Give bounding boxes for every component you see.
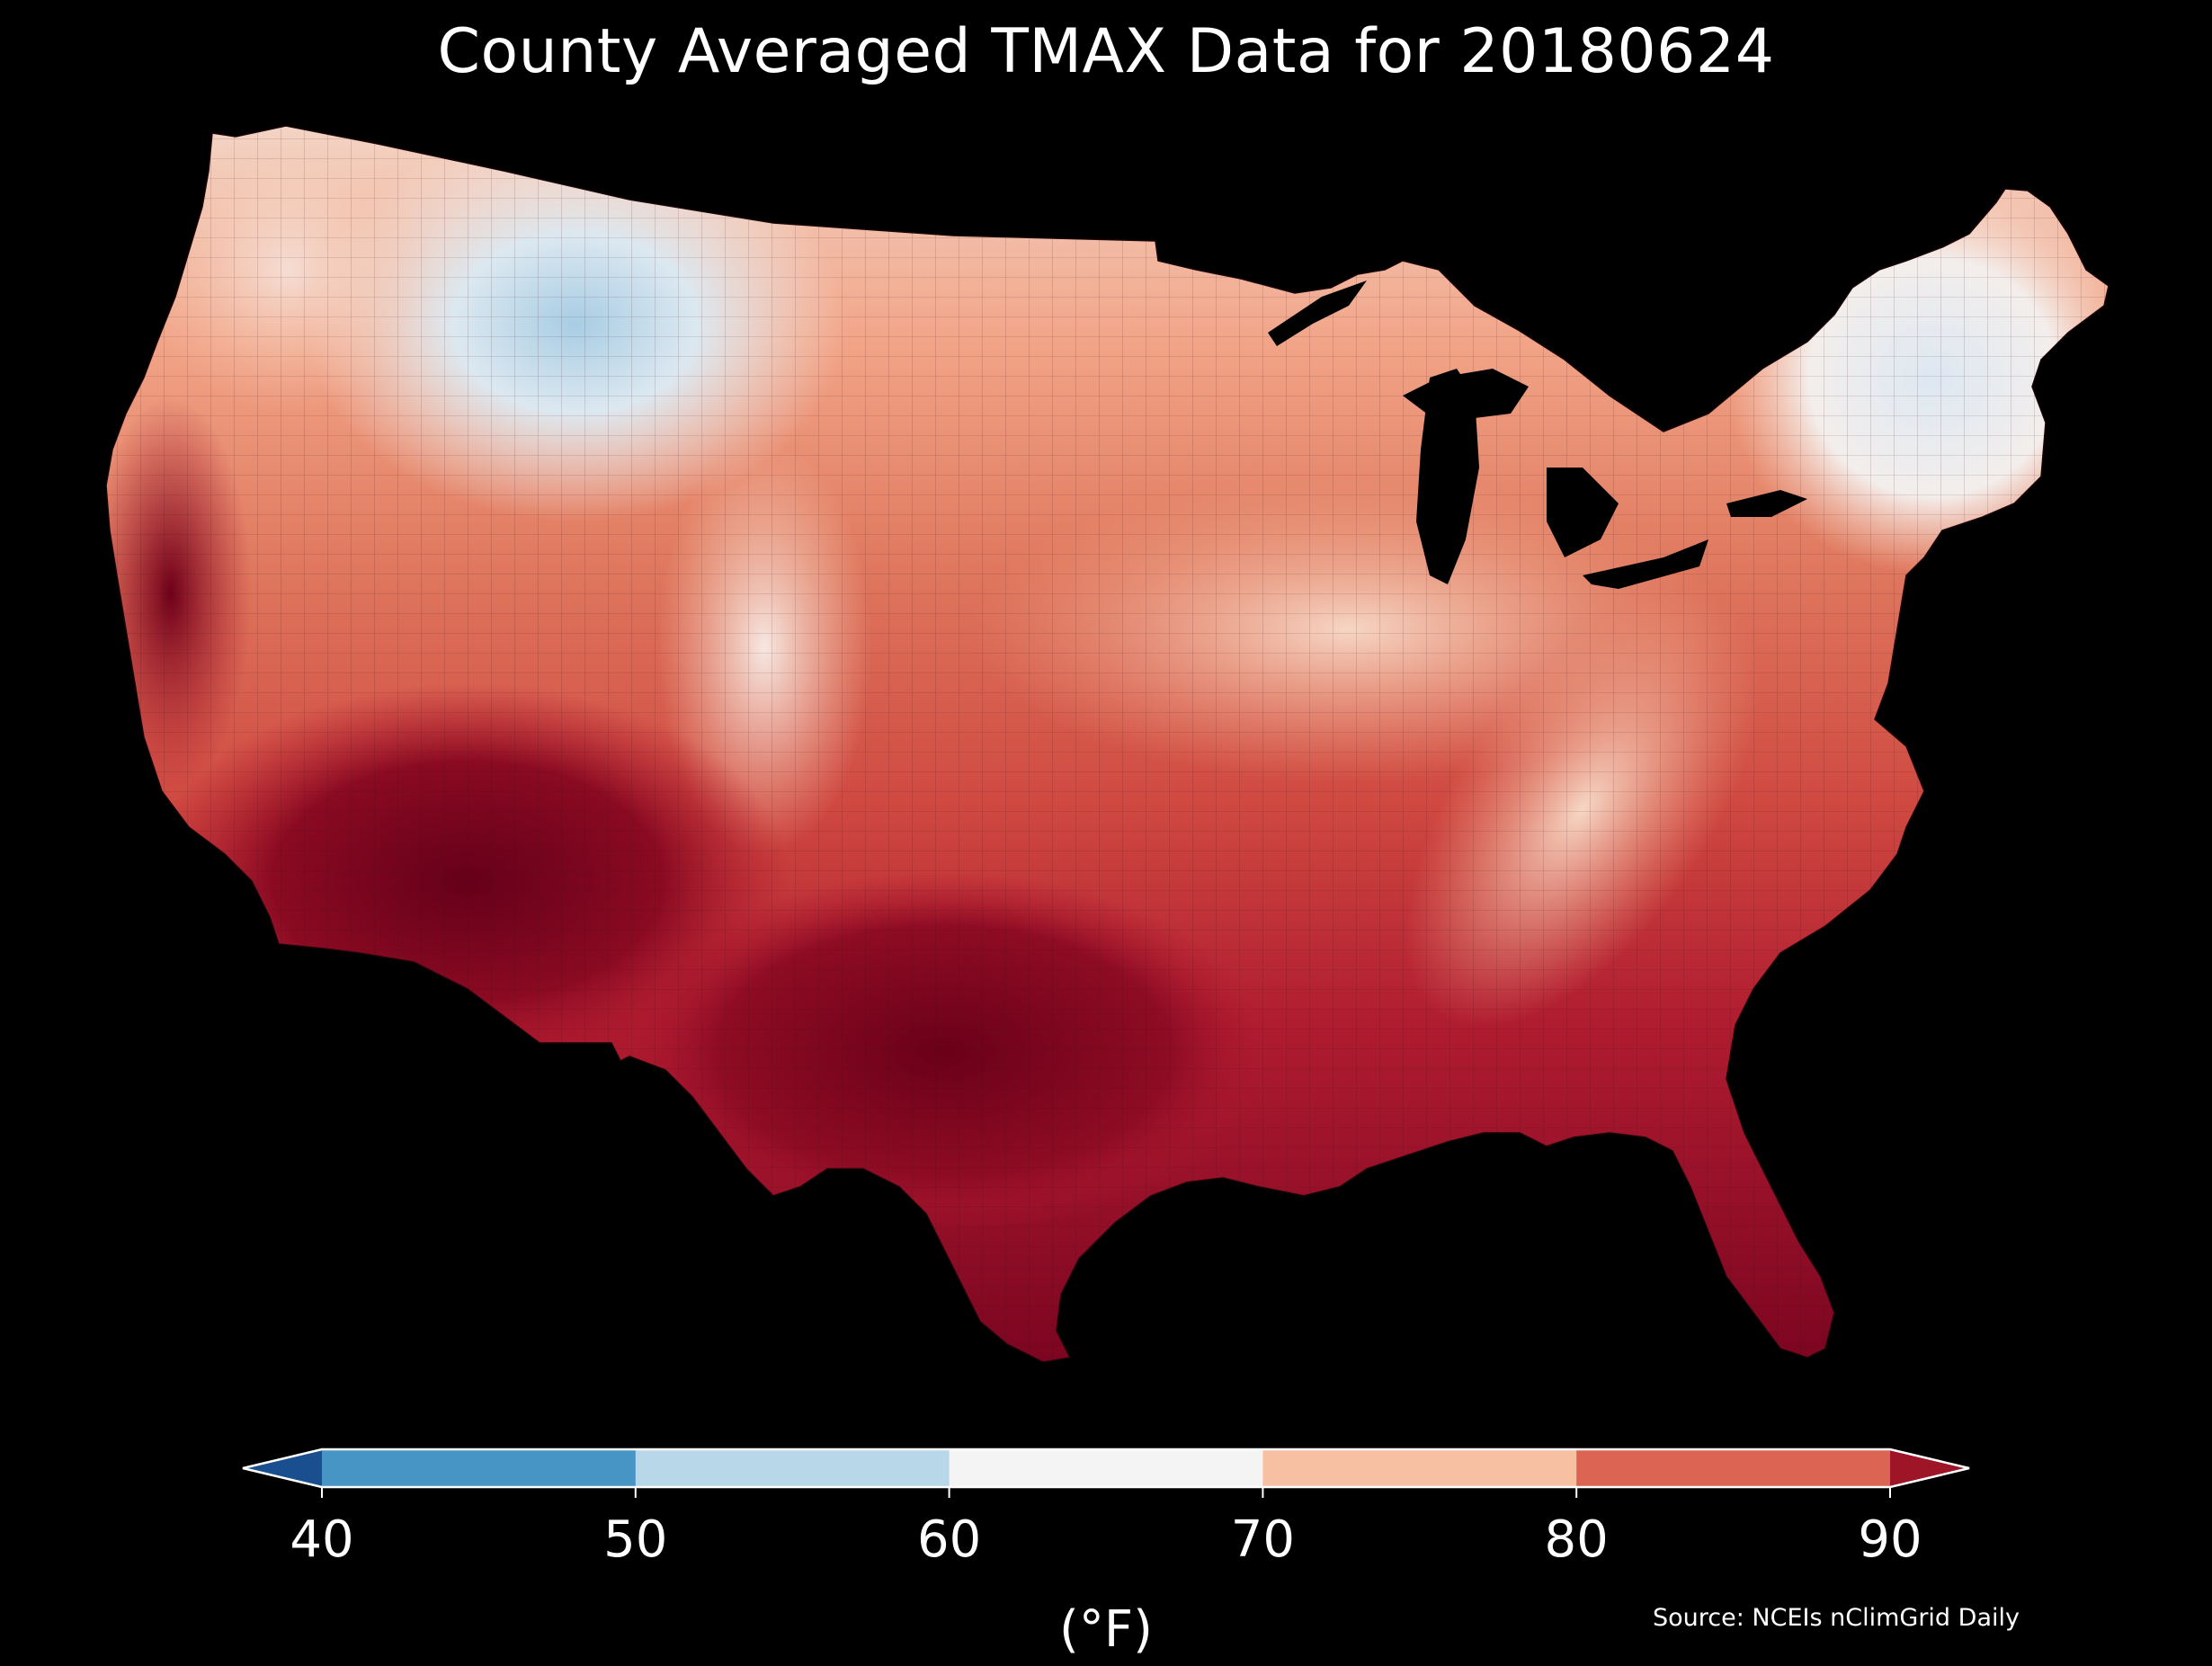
colorbar-extend-high xyxy=(1890,1449,1969,1487)
colorbar-unit-label: (°F) xyxy=(1059,1600,1153,1659)
colorbar xyxy=(242,1448,1970,1498)
map-title: County Averaged TMAX Data for 20180624 xyxy=(437,16,1775,87)
colorbar-segment xyxy=(1262,1449,1577,1487)
colorbar-tick-label: 80 xyxy=(1544,1510,1609,1569)
colorbar-segment xyxy=(1576,1449,1891,1487)
colorbar-tick-label: 70 xyxy=(1230,1510,1296,1569)
colorbar-tick-label: 50 xyxy=(603,1510,668,1569)
colorbar-segment xyxy=(322,1449,637,1487)
colorbar-segment xyxy=(949,1449,1263,1487)
source-note: Source: NCEIs nClimGrid Daily xyxy=(1653,1604,2020,1632)
map-land xyxy=(106,126,2109,1362)
colorbar-segment xyxy=(635,1449,950,1487)
colorbar-tick-label: 40 xyxy=(290,1510,354,1569)
colorbar-tick-label: 90 xyxy=(1858,1510,1922,1569)
colorbar-extend-low xyxy=(243,1449,322,1487)
colorbar-tick-label: 60 xyxy=(916,1510,982,1569)
great-lakes xyxy=(1268,281,1807,589)
